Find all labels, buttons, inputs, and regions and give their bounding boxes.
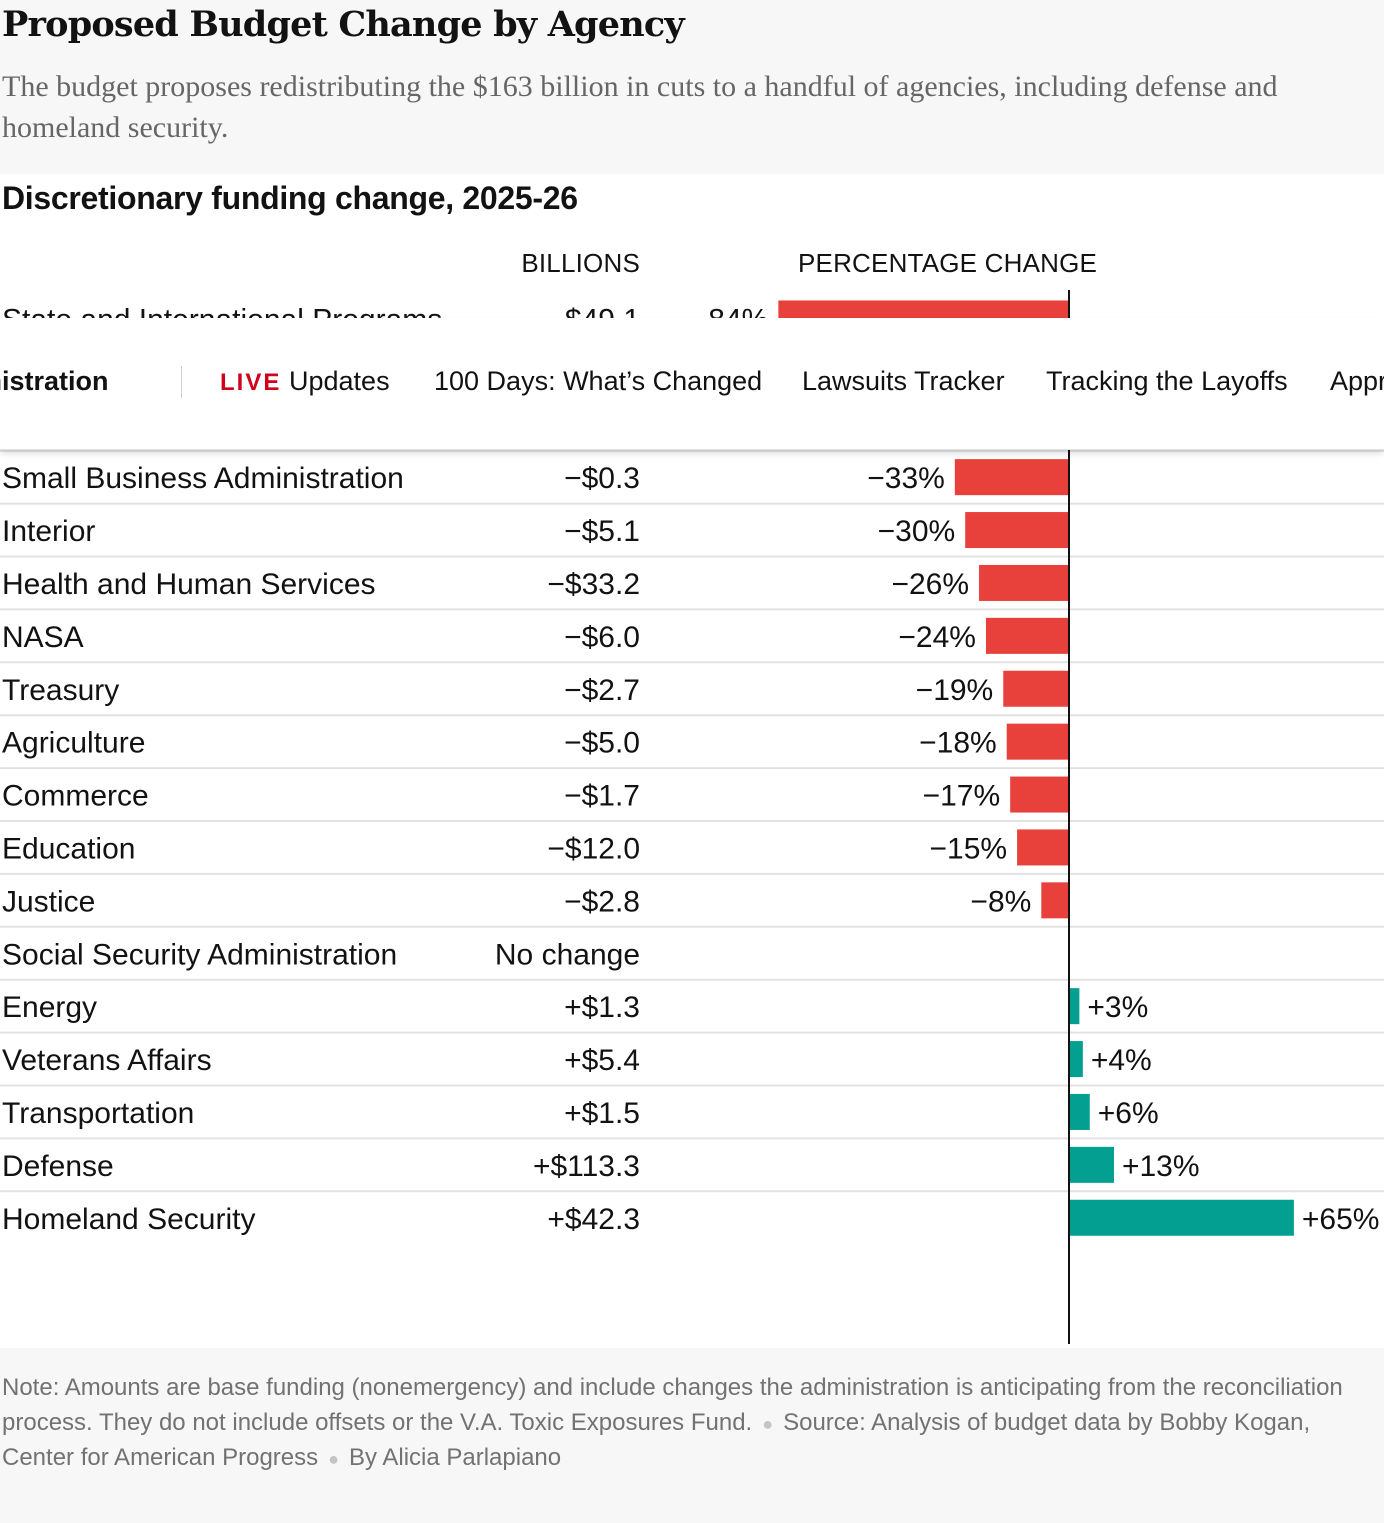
- agency-label: Transportation: [2, 1097, 194, 1130]
- nav-section-title[interactable]: inistration: [0, 366, 109, 396]
- pct-bar: [1006, 723, 1069, 760]
- billions-value: No change: [495, 938, 640, 971]
- agency-label: Education: [2, 832, 135, 865]
- agency-label: Commerce: [2, 780, 149, 813]
- billions-value: −$2.7: [564, 674, 640, 707]
- agency-label: Defense: [2, 1150, 114, 1183]
- nav-link-tracking-layoffs[interactable]: Tracking the Layoffs: [1046, 366, 1288, 396]
- pct-bar: [985, 617, 1069, 654]
- pct-label: −18%: [919, 727, 997, 760]
- nav-link-lawsuits-tracker[interactable]: Lawsuits Tracker: [802, 366, 1005, 396]
- billions-value: −$33.2: [547, 568, 640, 601]
- agency-label: Health and Human Services: [2, 568, 376, 601]
- pct-bar: [1003, 670, 1069, 707]
- agency-label: Justice: [2, 885, 95, 918]
- footer-note: Note: Amounts are base funding (nonemerg…: [2, 1374, 1343, 1436]
- billions-value: −$6.0: [564, 621, 640, 654]
- agency-label: Interior: [2, 515, 95, 548]
- agency-label: Homeland Security: [2, 1203, 255, 1236]
- agency-label: Social Security Administration: [2, 938, 397, 971]
- footer-byline: By Alicia Parlapiano: [349, 1444, 562, 1471]
- billions-value: −$0.3: [564, 462, 640, 495]
- pct-bar: [1041, 882, 1069, 919]
- pct-label: −30%: [878, 515, 956, 548]
- separator-dot: ●: [762, 1413, 774, 1434]
- billions-value: +$5.4: [564, 1044, 640, 1077]
- billions-value: +$113.3: [533, 1150, 640, 1183]
- pct-label: +65%: [1302, 1203, 1380, 1236]
- pct-label: −19%: [916, 674, 994, 707]
- nav-link-appr[interactable]: Appr: [1330, 366, 1384, 396]
- pct-bar: [1069, 1093, 1090, 1130]
- billions-value: +$1.5: [564, 1097, 640, 1130]
- billions-value: −$12.0: [547, 832, 640, 865]
- pct-label: −15%: [930, 832, 1008, 865]
- agency-label: Agriculture: [2, 727, 145, 760]
- nav-divider: [181, 366, 182, 398]
- billions-value: −$2.8: [564, 885, 640, 918]
- billions-value: +$42.3: [547, 1203, 640, 1236]
- pct-label: −8%: [970, 885, 1031, 918]
- footer-source: Source: Analysis of budget data by Bobby…: [2, 1408, 1311, 1472]
- billions-value: −$5.0: [564, 727, 640, 760]
- pct-bar: [1069, 1199, 1294, 1236]
- chart-title: Discretionary funding change, 2025-26: [2, 180, 578, 216]
- nav-link-100-days[interactable]: 100 Days: What’s Changed: [434, 366, 763, 396]
- pct-label: −24%: [898, 621, 976, 654]
- column-header-percentage-change: PERCENTAGE CHANGE: [798, 248, 1098, 278]
- pct-label: −33%: [867, 462, 945, 495]
- pct-bar: [1017, 829, 1069, 866]
- pct-bar: [1069, 1146, 1114, 1183]
- agency-label: Energy: [2, 991, 97, 1024]
- pct-bar: [1010, 776, 1069, 813]
- pct-bar: [954, 459, 1069, 496]
- pct-label: +4%: [1091, 1044, 1152, 1077]
- agency-label: NASA: [2, 621, 84, 654]
- billions-value: +$1.3: [564, 991, 640, 1024]
- separator-dot: ●: [328, 1449, 339, 1469]
- chart-footer: Note: Amounts are base funding (nonemerg…: [2, 1371, 1377, 1477]
- pct-label: +13%: [1122, 1150, 1200, 1183]
- agency-label: Small Business Administration: [2, 462, 404, 495]
- nav-link-updates[interactable]: Updates: [289, 366, 390, 396]
- headline: Proposed Budget Change by Agency: [2, 4, 685, 45]
- pct-label: +3%: [1087, 991, 1148, 1024]
- pct-label: −17%: [923, 780, 1001, 813]
- pct-bar: [979, 564, 1069, 601]
- column-header-billions: BILLIONS: [521, 248, 640, 278]
- pct-label: −26%: [891, 568, 969, 601]
- pct-bar: [965, 512, 1069, 549]
- agency-label: Treasury: [2, 674, 119, 707]
- agency-label: Veterans Affairs: [2, 1044, 212, 1077]
- pct-bar: [1069, 988, 1080, 1025]
- billions-value: −$1.7: [564, 780, 640, 813]
- billions-value: −$5.1: [564, 515, 640, 548]
- dek: The budget proposes redistributing the $…: [2, 70, 1278, 144]
- sticky-nav-bar: inistration LIVE Updates 100 Days: What’…: [0, 318, 1384, 450]
- pct-bar: [1069, 1041, 1083, 1078]
- pct-label: +6%: [1098, 1097, 1159, 1130]
- live-badge[interactable]: LIVE: [220, 369, 282, 396]
